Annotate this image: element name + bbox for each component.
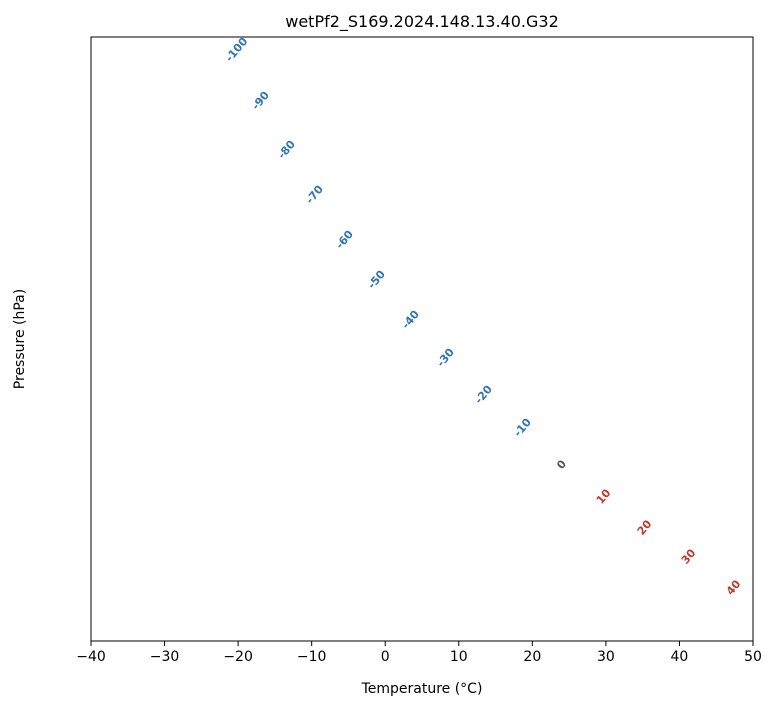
isotherm-label: -20: [472, 383, 495, 407]
x-tick-label: 50: [744, 649, 762, 665]
x-tick-label: 20: [523, 649, 541, 665]
isotherm-label: 30: [679, 546, 699, 566]
isotherm-label: -100: [223, 35, 251, 65]
y-axis-label: Pressure (hPa): [12, 289, 28, 389]
isotherm-label: -90: [249, 89, 272, 113]
isotherm-label: -40: [399, 308, 422, 332]
x-tick-label: −20: [223, 649, 253, 665]
x-tick-label: −40: [76, 649, 106, 665]
isotherm-label: -10: [511, 416, 534, 440]
plot-frame: [90, 36, 754, 642]
x-tick-label: 40: [671, 649, 689, 665]
x-tick-label: 0: [381, 649, 390, 665]
line-labels: 0.1-100-90-80-70-60-50-40-30-20-10010203…: [223, 35, 744, 598]
isotherm-label: -50: [365, 268, 388, 292]
isotherm-label: -80: [275, 138, 298, 162]
x-tick-label: −10: [297, 649, 327, 665]
chart-title: wetPf2_S169.2024.148.13.40.G32: [285, 12, 559, 32]
x-tick-label: 10: [450, 649, 468, 665]
x-tick-label: 30: [597, 649, 615, 665]
x-tick-label: −30: [150, 649, 180, 665]
x-axis-label: Temperature (°C): [361, 681, 483, 697]
isotherm-label: -60: [333, 228, 356, 252]
isotherm-label: 0: [554, 457, 569, 471]
isotherm-label: -70: [303, 183, 326, 207]
isotherm-label: 10: [594, 486, 614, 506]
isotherm-label: -30: [434, 346, 457, 370]
isotherm-label: 40: [724, 577, 744, 597]
isotherm-label: 20: [635, 517, 655, 537]
x-axis: −40 −30 −20 −10 0 10 20 30 40 50: [76, 641, 762, 665]
